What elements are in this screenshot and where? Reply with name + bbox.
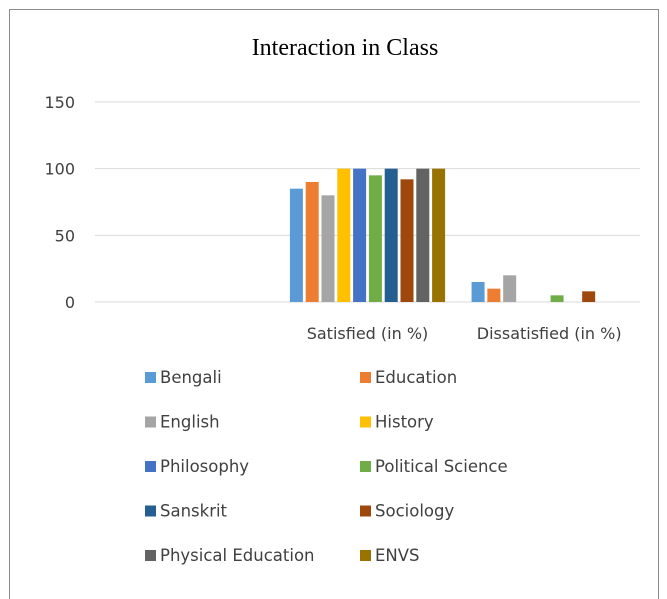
y-tick-label: 50 [55, 226, 75, 245]
bar-sociology [400, 179, 414, 302]
bar-physical-education [416, 168, 430, 302]
bar-political-science [368, 175, 382, 302]
bar-philosophy [353, 168, 367, 302]
bar-history [337, 168, 351, 302]
legend-swatch [145, 372, 156, 383]
bar-education [487, 288, 501, 302]
legend-label: Physical Education [160, 546, 315, 565]
legend-swatch [145, 550, 156, 561]
legend-label: Philosophy [160, 457, 249, 476]
bar-education [305, 182, 319, 302]
legend-swatch [360, 372, 371, 383]
legend-swatch [145, 505, 156, 517]
bar-political-science [550, 295, 564, 302]
x-category-label: Dissatisfied (in %) [477, 324, 622, 343]
y-tick-label: 0 [65, 293, 75, 312]
legend-label: Bengali [160, 368, 222, 387]
bars [289, 168, 596, 302]
legend-label: Education [375, 368, 457, 387]
legend-swatch [360, 505, 371, 517]
legend-label: ENVS [375, 546, 420, 565]
legend-label: English [160, 413, 220, 432]
x-axis-categories: Satisfied (in %) Dissatisfied (in %) [307, 324, 622, 343]
legend-swatch [360, 550, 371, 561]
y-tick-label: 150 [44, 93, 75, 112]
legend-swatch [360, 416, 371, 428]
legend-label: Political Science [375, 457, 508, 476]
legend-label: History [375, 413, 434, 432]
legend-label: Sanskrit [160, 502, 228, 521]
y-axis-ticks: 0 50 100 150 [44, 93, 75, 312]
bar-sociology [582, 291, 596, 302]
chart-frame [9, 9, 659, 599]
bar-english [503, 275, 517, 302]
legend-swatch [145, 461, 156, 472]
legend-swatch [360, 461, 371, 472]
bar-sanskrit [384, 168, 398, 302]
legend-label: Sociology [375, 502, 454, 521]
bar-envs [432, 168, 446, 302]
legend-swatch [145, 416, 156, 428]
x-category-label: Satisfied (in %) [307, 324, 429, 343]
bar-english [321, 195, 335, 302]
legend: Bengali Education English History Philosophy… [145, 368, 508, 565]
bar-bengali [471, 282, 485, 302]
grid-layer [95, 101, 640, 303]
y-tick-label: 100 [44, 160, 75, 179]
bar-bengali [289, 188, 303, 302]
chart-title: Interaction in Class [252, 35, 439, 61]
